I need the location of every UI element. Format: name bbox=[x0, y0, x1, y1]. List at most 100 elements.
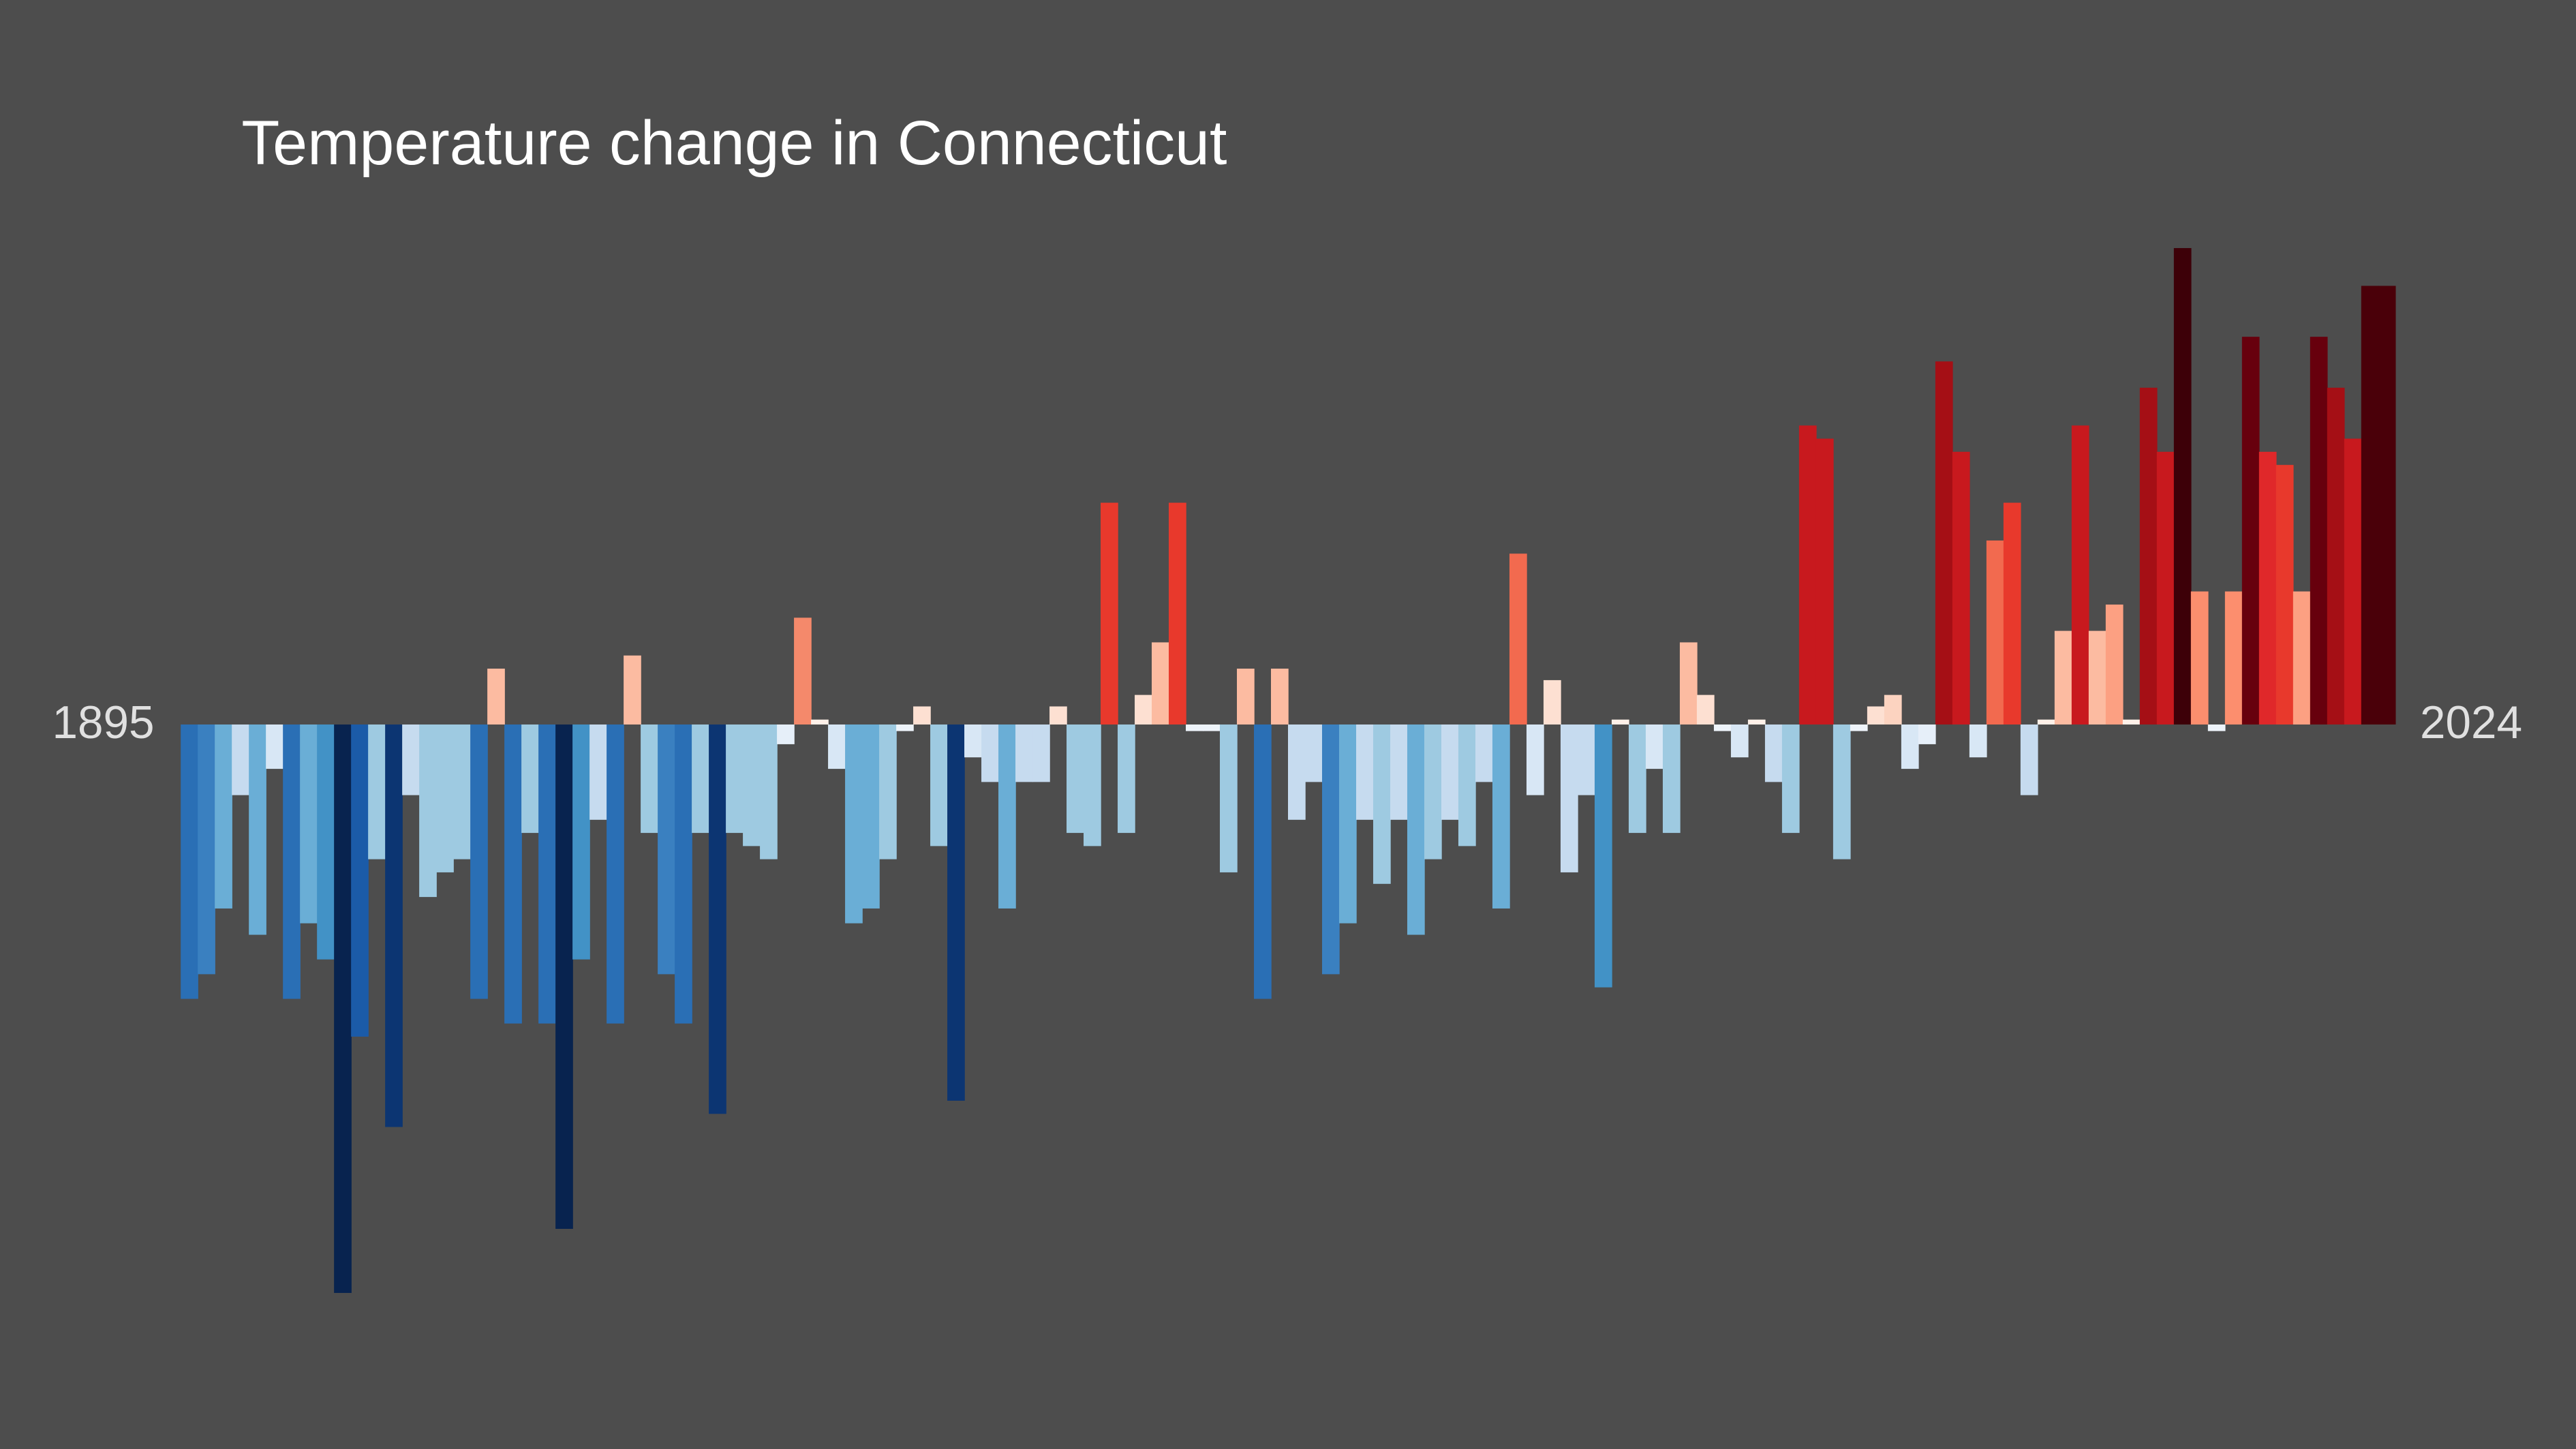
bar bbox=[1407, 724, 1425, 935]
x-tick-label: 1895 bbox=[52, 697, 154, 748]
bar bbox=[726, 724, 743, 834]
bar bbox=[1560, 724, 1578, 872]
bar bbox=[1304, 724, 1323, 782]
bar bbox=[1781, 724, 1800, 834]
bar bbox=[589, 724, 607, 820]
bar bbox=[2207, 724, 2226, 731]
bar bbox=[2020, 724, 2038, 795]
bar bbox=[1867, 706, 1885, 724]
bar bbox=[300, 724, 318, 924]
bar bbox=[1884, 695, 1902, 724]
bar bbox=[1594, 724, 1612, 988]
bar bbox=[811, 719, 829, 724]
bar bbox=[1373, 724, 1391, 884]
bar bbox=[419, 724, 437, 898]
bar bbox=[521, 724, 539, 834]
bar bbox=[2241, 337, 2260, 725]
bar bbox=[2258, 451, 2277, 724]
bar bbox=[1441, 724, 1459, 820]
chart-title: Temperature change in Connecticut bbox=[241, 108, 1227, 178]
bar bbox=[2293, 591, 2311, 724]
bar bbox=[2190, 591, 2209, 724]
bar bbox=[1952, 451, 1970, 724]
bar bbox=[1458, 724, 1476, 846]
bar bbox=[2275, 465, 2294, 724]
bar bbox=[1611, 719, 1629, 724]
bar bbox=[896, 724, 914, 731]
bar bbox=[436, 724, 454, 872]
bar bbox=[1101, 502, 1118, 724]
bar bbox=[624, 655, 641, 724]
bar bbox=[675, 724, 692, 1024]
bar bbox=[947, 724, 965, 1101]
bar bbox=[845, 724, 863, 924]
bar bbox=[1833, 724, 1851, 859]
bar bbox=[998, 724, 1016, 909]
bar bbox=[2071, 425, 2089, 724]
bar bbox=[2139, 387, 2158, 724]
bar bbox=[504, 724, 522, 1024]
bar bbox=[385, 724, 403, 1127]
bar bbox=[1850, 724, 1868, 731]
bar bbox=[1543, 680, 1561, 724]
bar bbox=[1577, 724, 1595, 795]
bar bbox=[1067, 724, 1084, 834]
bar bbox=[572, 724, 590, 960]
bar bbox=[2310, 337, 2328, 725]
bar bbox=[1969, 724, 1987, 758]
bar bbox=[1526, 724, 1544, 795]
bar bbox=[555, 724, 573, 1230]
bar bbox=[232, 724, 249, 795]
bar bbox=[760, 724, 778, 859]
bar bbox=[777, 724, 795, 744]
bar bbox=[1475, 724, 1493, 782]
bar bbox=[1032, 724, 1050, 782]
bar bbox=[2105, 605, 2123, 724]
bar bbox=[334, 724, 352, 1294]
bar bbox=[2173, 247, 2192, 724]
bar bbox=[1696, 695, 1715, 724]
bar bbox=[1901, 724, 1919, 769]
bar bbox=[1645, 724, 1663, 769]
bar bbox=[1986, 540, 2004, 724]
bar bbox=[1355, 724, 1374, 820]
bar bbox=[828, 724, 846, 769]
bar bbox=[181, 724, 198, 999]
bar bbox=[981, 724, 999, 782]
bar bbox=[1815, 438, 1834, 724]
bar bbox=[1203, 724, 1221, 731]
bar bbox=[964, 724, 982, 758]
bar bbox=[1135, 695, 1152, 724]
bar bbox=[1662, 724, 1681, 834]
bar bbox=[1918, 724, 1936, 744]
bar bbox=[2003, 502, 2021, 724]
bar bbox=[1220, 724, 1238, 872]
bar bbox=[2327, 387, 2345, 724]
bar bbox=[1628, 724, 1646, 834]
bar bbox=[607, 724, 624, 1024]
bar bbox=[658, 724, 675, 975]
bar bbox=[351, 724, 369, 1037]
bar bbox=[198, 724, 215, 975]
bar bbox=[1237, 669, 1255, 724]
bar bbox=[1015, 724, 1033, 782]
bar bbox=[1254, 724, 1272, 999]
bar bbox=[1271, 669, 1289, 724]
bar bbox=[913, 706, 931, 724]
bar bbox=[930, 724, 948, 846]
bar bbox=[487, 669, 505, 724]
bar bbox=[1747, 719, 1766, 724]
bar bbox=[2378, 286, 2396, 724]
bar bbox=[2037, 719, 2055, 724]
bar bbox=[249, 724, 266, 935]
bar bbox=[1935, 361, 1953, 724]
bar bbox=[453, 724, 471, 859]
bar bbox=[538, 724, 556, 1024]
bar bbox=[2122, 719, 2141, 724]
bar bbox=[743, 724, 761, 846]
bar bbox=[215, 724, 232, 909]
bar bbox=[794, 617, 812, 724]
bar bbox=[317, 724, 335, 960]
bar bbox=[1084, 724, 1101, 846]
